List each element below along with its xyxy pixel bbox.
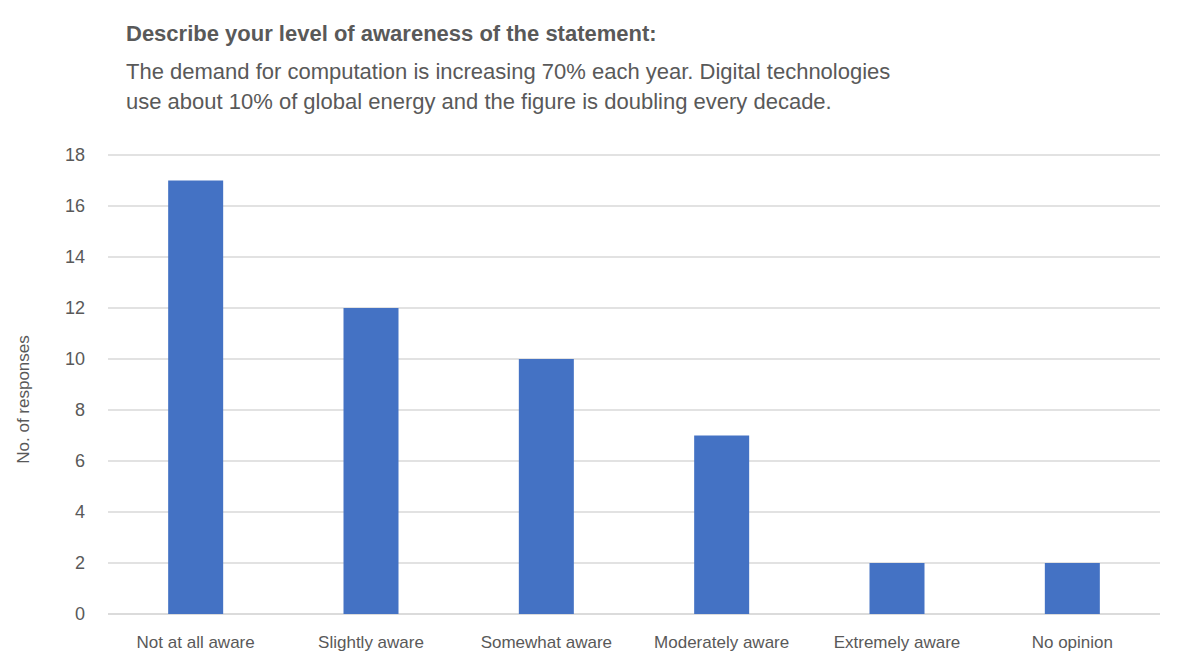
- grid-line: [108, 460, 1160, 461]
- y-tick-label: 10: [65, 349, 85, 369]
- grid-line: [108, 613, 1160, 614]
- grid-line: [108, 511, 1160, 512]
- grid-line: [108, 307, 1160, 308]
- y-tick-label: 8: [75, 400, 85, 420]
- bar: [519, 359, 574, 614]
- bar: [1045, 563, 1100, 614]
- y-tick-label: 2: [75, 553, 85, 573]
- x-axis-line: [108, 613, 1160, 614]
- y-tick-label: 0: [75, 604, 85, 624]
- title: Describe your level of awareness of the …: [126, 21, 657, 46]
- grid-line: [108, 562, 1160, 563]
- subtitle: use about 10% of global energy and the f…: [126, 89, 832, 114]
- x-tick-label: No opinion: [1032, 633, 1113, 652]
- y-tick-label: 18: [65, 145, 85, 165]
- y-tick-label: 6: [75, 451, 85, 471]
- y-tick-label: 12: [65, 298, 85, 318]
- y-axis-label: No. of responses: [14, 335, 33, 464]
- bars: [168, 181, 1100, 615]
- grid-line: [108, 358, 1160, 359]
- grid-line: [108, 154, 1160, 155]
- chart: Describe your level of awareness of the …: [0, 0, 1181, 667]
- grid-line: [108, 409, 1160, 410]
- bar: [870, 563, 925, 614]
- grid-line: [108, 205, 1160, 206]
- x-tick-label: Not at all aware: [137, 633, 255, 652]
- y-tick-label: 14: [65, 247, 85, 267]
- subtitle: The demand for computation is increasing…: [126, 59, 890, 84]
- x-tick-label: Moderately aware: [654, 633, 789, 652]
- x-tick-label: Extremely aware: [834, 633, 961, 652]
- bar: [694, 436, 749, 615]
- y-tick-label: 16: [65, 196, 85, 216]
- x-tick-label: Somewhat aware: [481, 633, 612, 652]
- x-tick-label: Slightly aware: [318, 633, 424, 652]
- bar: [344, 308, 399, 614]
- bar: [168, 181, 223, 615]
- y-tick-label: 4: [75, 502, 85, 522]
- grid-line: [108, 256, 1160, 257]
